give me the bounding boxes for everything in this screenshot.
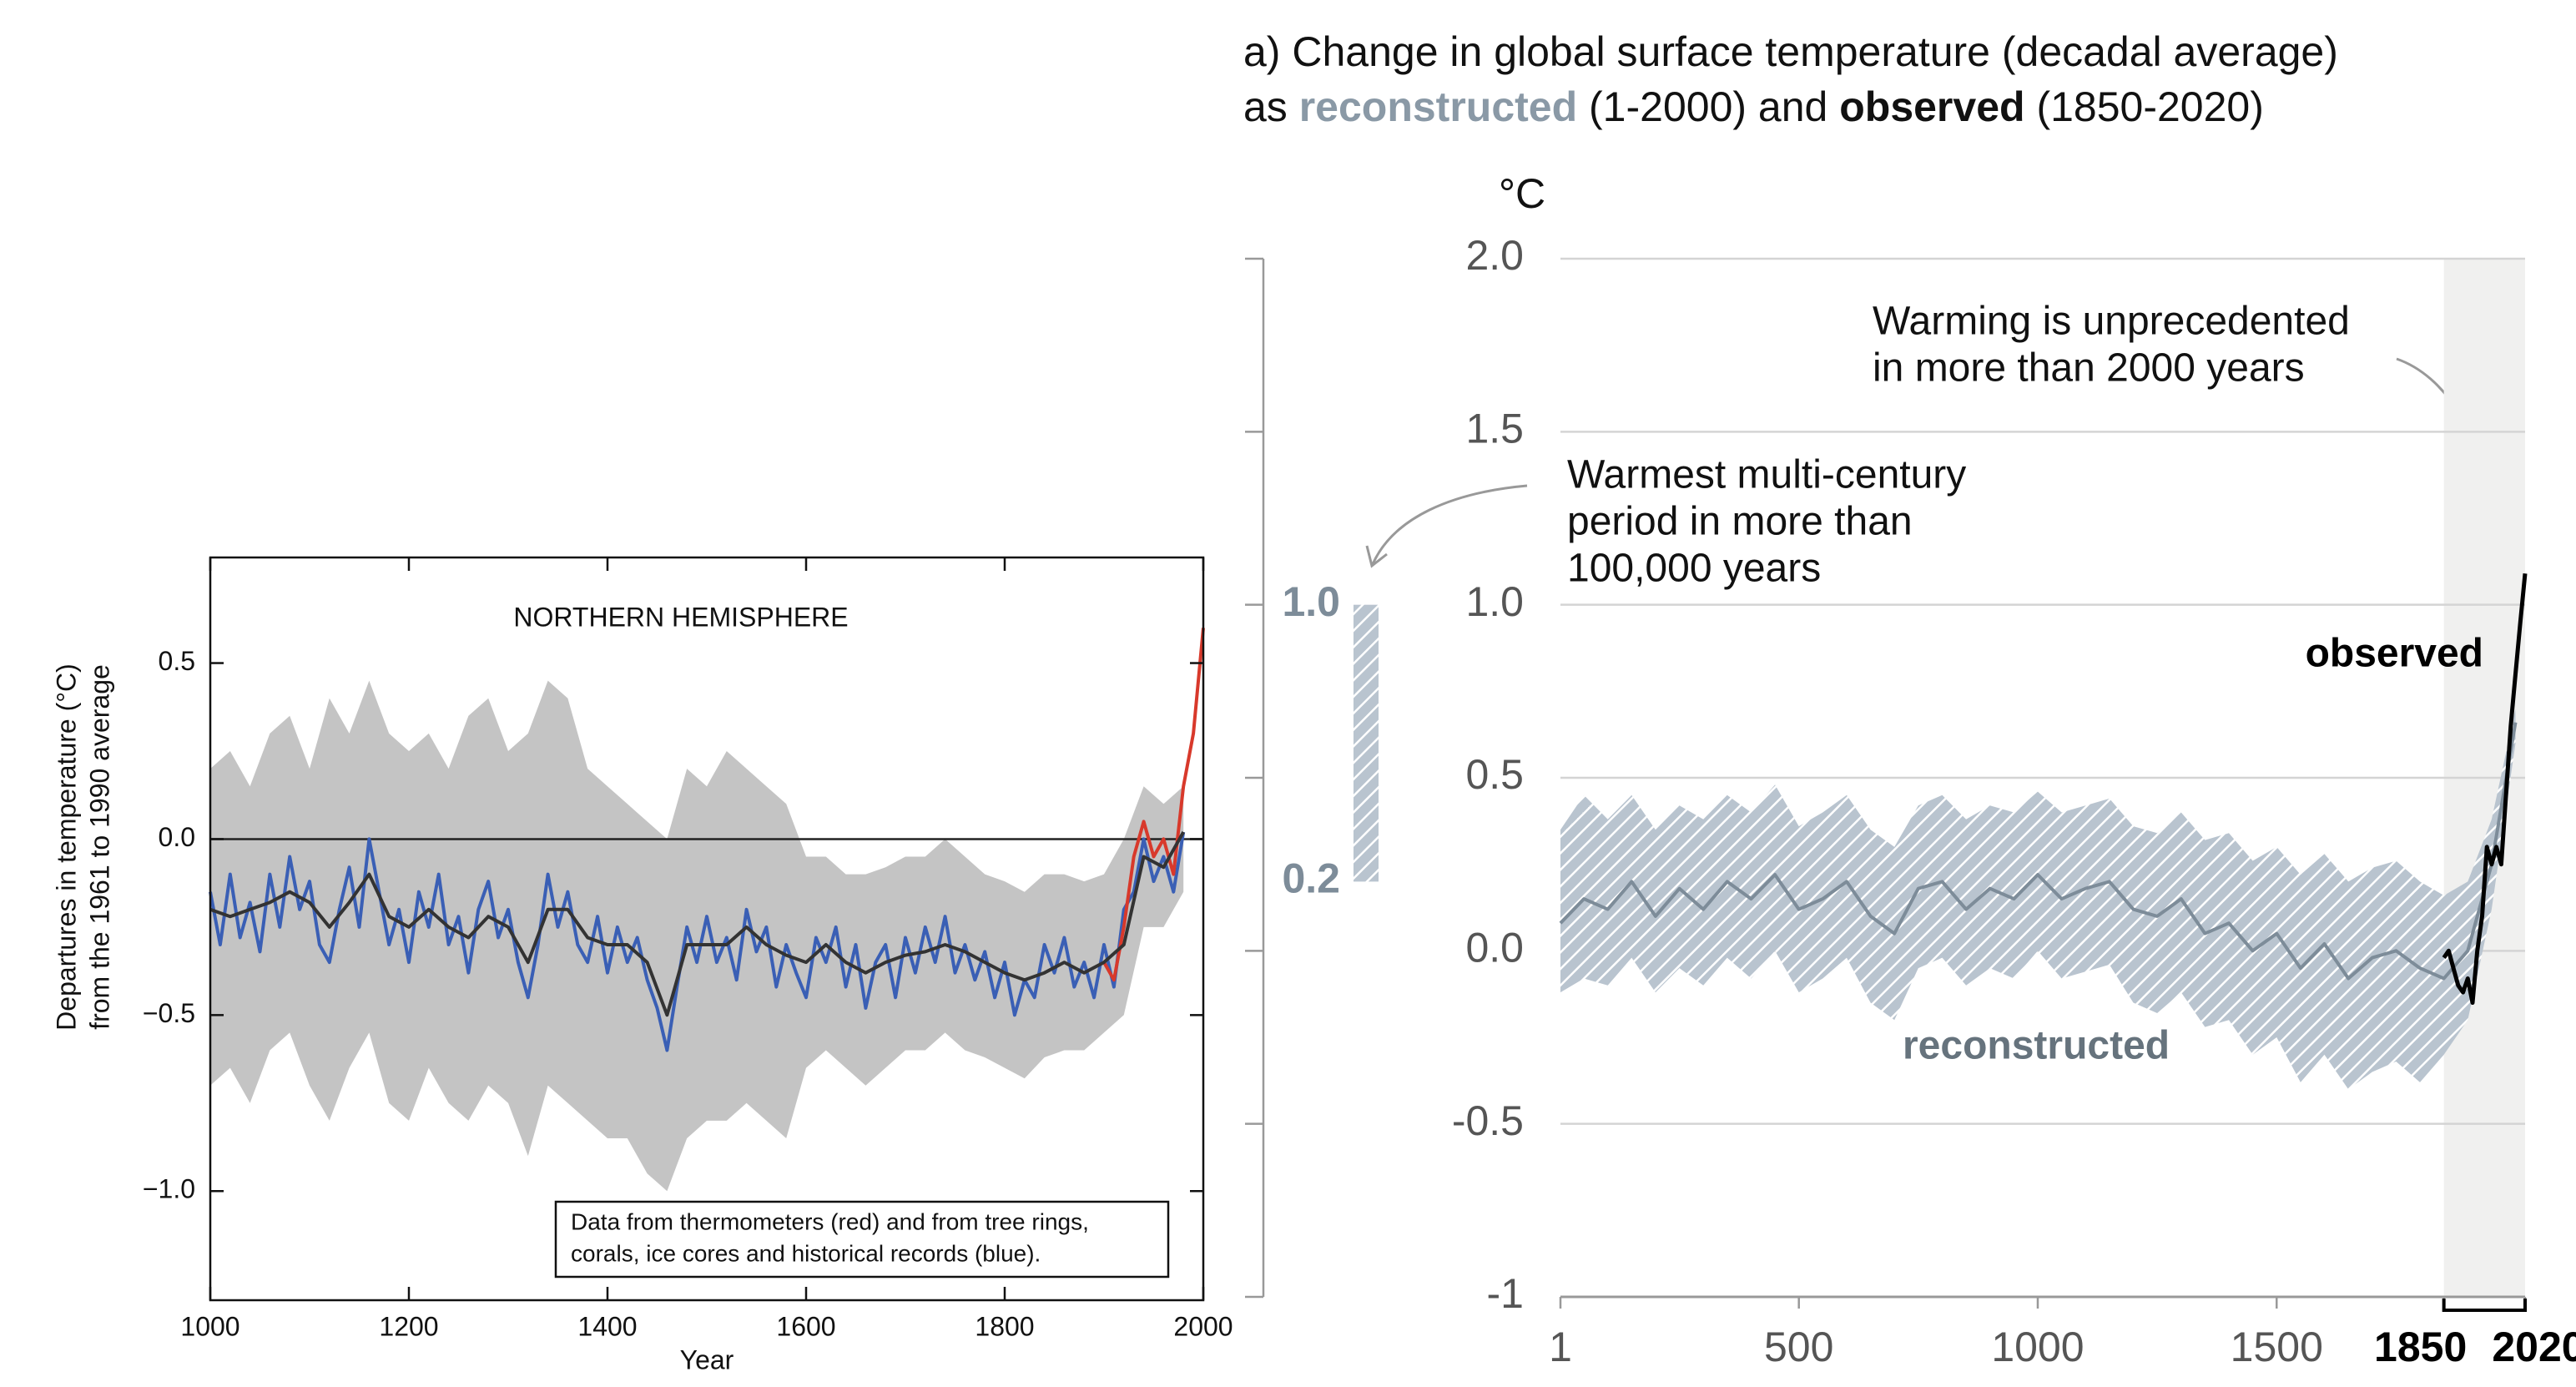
y-tick-label: 2.0 [1465,232,1524,279]
paleo-range-label: 0.2 [1282,855,1340,902]
x-tick-label: 1000 [180,1311,239,1341]
data-line [1559,722,2518,981]
x-tick-label: 1 [1549,1324,1572,1370]
x-tick-label: 1400 [577,1311,637,1341]
y-tick-label: -1 [1487,1270,1524,1317]
y-tick-label: 0.5 [159,646,195,676]
annotation: in more than 2000 years [1873,346,2305,391]
note-box [554,1200,1170,1279]
arrow-head [1365,545,1388,568]
paleo-range-label: 1.0 [1282,578,1340,625]
title-text: (1850-2020) [2025,83,2264,130]
x-tick-label: 1000 [1991,1324,2084,1370]
chart-title: NORTHERN HEMISPHERE [513,602,848,632]
y-axis-label: Departures in temperature (°C) [51,663,81,1031]
y-tick-label: -0.5 [1452,1097,1524,1144]
annotation-arrow [1371,484,1528,565]
annotation: Warming is unprecedented [1873,300,2350,344]
y-tick-label: 0.5 [1465,751,1524,798]
y-tick-label: −0.5 [143,998,195,1028]
data-line [209,831,1186,1052]
data-line [209,831,1185,1017]
y-tick-label: 1.0 [1465,578,1524,625]
x-tick-label: 2020 [2492,1324,2576,1370]
annotation: 100,000 years [1567,547,1821,591]
annotation: Warmest multi-century [1567,453,1966,497]
uncertainty-band [210,680,1184,1192]
plot-frame [209,556,1205,1302]
x-tick-label: 1850 [2374,1324,2467,1370]
x-axis-label: Year [680,1344,734,1374]
data-line [2442,573,2528,1005]
span-bracket [2442,1299,2527,1312]
y-tick-label: 1.5 [1465,406,1524,452]
y-tick-label: 0.0 [1465,925,1524,971]
title-highlight: observed [1839,83,2024,130]
x-tick-label: 2000 [1173,1311,1233,1341]
x-tick-label: 500 [1764,1324,1833,1370]
note-text: Data from thermometers (red) and from tr… [571,1208,1089,1234]
y-tick-label: −1.0 [143,1174,195,1204]
paleo-range-bar [1354,604,1379,882]
y-axis-label: °C [1499,170,1545,217]
y-axis-label: from the 1961 to 1990 average [84,664,114,1030]
title-text: a) Change in global surface temperature … [1243,28,2338,75]
chart-title: a) Change in global surface temperature … [1243,28,2338,75]
x-tick-label: 1200 [379,1311,438,1341]
title-text: as [1243,83,1299,130]
chart-title: as reconstructed (1-2000) and observed (… [1243,83,2264,130]
y-tick-label: 0.0 [159,822,195,852]
series-label: reconstructed [1903,1024,2170,1068]
x-tick-label: 1500 [2231,1324,2323,1370]
title-highlight: reconstructed [1299,83,1577,130]
uncertainty-band [1560,709,2516,1090]
x-tick-label: 1800 [975,1311,1034,1341]
title-text: (1-2000) and [1577,83,1839,130]
series-label: observed [2306,632,2483,676]
note-text: corals, ice cores and historical records… [571,1240,1041,1266]
data-line [1102,628,1205,982]
x-tick-label: 1600 [776,1311,835,1341]
annotation: period in more than [1567,500,1913,544]
